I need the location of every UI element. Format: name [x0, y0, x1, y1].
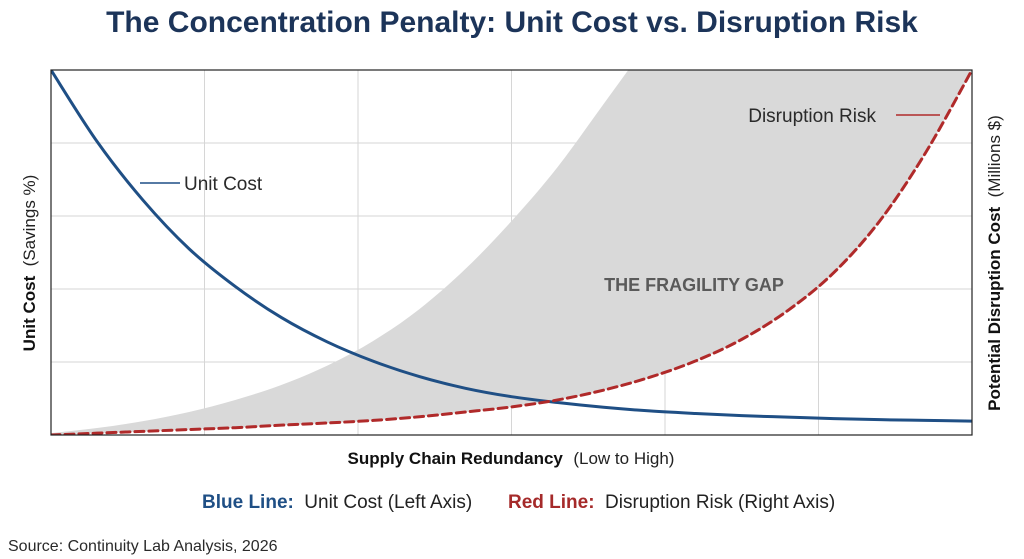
disruption-risk-annotation: Disruption Risk — [748, 106, 876, 127]
x-axis-label-normal: (Low to High) — [573, 449, 674, 468]
unit-cost-annotation: Unit Cost — [184, 174, 263, 195]
fragility-gap-band — [51, 70, 972, 435]
fragility-gap-label: THE FRAGILITY GAP — [604, 275, 784, 295]
disruption-risk-line — [51, 70, 972, 435]
y-axis-left-label: Unit Cost (Savings %) — [20, 175, 39, 352]
y-axis-left-label-bold: Unit Cost — [20, 275, 39, 351]
unit-cost-line — [51, 70, 972, 423]
legend-red-key: Red Line: — [508, 492, 595, 513]
y-axis-right-label-normal: (Millions $) — [985, 115, 1004, 197]
source-note: Source: Continuity Lab Analysis, 2026 — [8, 538, 278, 555]
y-axis-right-label-bold: Potential Disruption Cost — [985, 206, 1004, 410]
y-axis-right-label: Potential Disruption Cost (Millions $) — [985, 115, 1004, 411]
plot-frame — [50, 69, 973, 436]
chart-title: The Concentration Penalty: Unit Cost vs.… — [106, 6, 918, 39]
x-axis-label-bold: Supply Chain Redundancy — [348, 449, 564, 468]
legend-red-text: Disruption Risk (Right Axis) — [605, 492, 835, 513]
legend-blue-key: Blue Line: — [202, 492, 294, 513]
legend-blue-text: Unit Cost (Left Axis) — [304, 492, 472, 513]
legend-red: Red Line: Disruption Risk (Right Axis) — [508, 492, 835, 513]
y-axis-left-label-normal: (Savings %) — [20, 175, 39, 267]
x-axis-label: Supply Chain Redundancy (Low to High) — [348, 449, 675, 468]
legend-blue: Blue Line: Unit Cost (Left Axis) — [202, 492, 472, 513]
